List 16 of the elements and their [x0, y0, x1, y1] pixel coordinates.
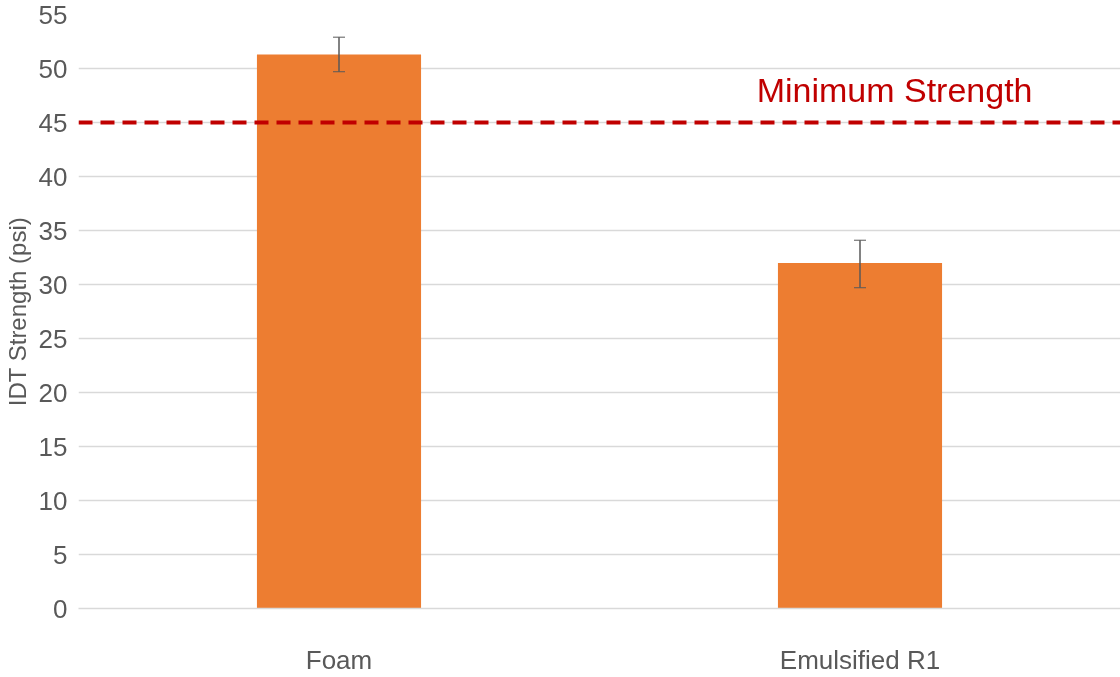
y-tick-label: 20	[38, 377, 68, 408]
y-tick-label: 10	[38, 485, 68, 516]
y-tick-label: 40	[38, 161, 68, 192]
y-tick-label: 45	[38, 107, 68, 138]
y-tick-label: 0	[53, 593, 68, 624]
y-tick-label: 35	[38, 215, 68, 246]
ref-line-label: Minimum Strength	[756, 70, 1033, 109]
y-tick-label: 30	[38, 269, 68, 300]
y-tick-label: 55	[38, 0, 68, 30]
x-tick-label: Emulsified R1	[779, 644, 941, 675]
x-tick-label: Foam	[305, 644, 373, 675]
y-axis-title: IDT Strength (psi)	[3, 217, 31, 407]
y-tick-label: 25	[38, 323, 68, 354]
y-tick-label: 50	[38, 53, 68, 84]
y-tick-label: 5	[53, 539, 68, 570]
y-tick-label: 15	[38, 431, 68, 462]
